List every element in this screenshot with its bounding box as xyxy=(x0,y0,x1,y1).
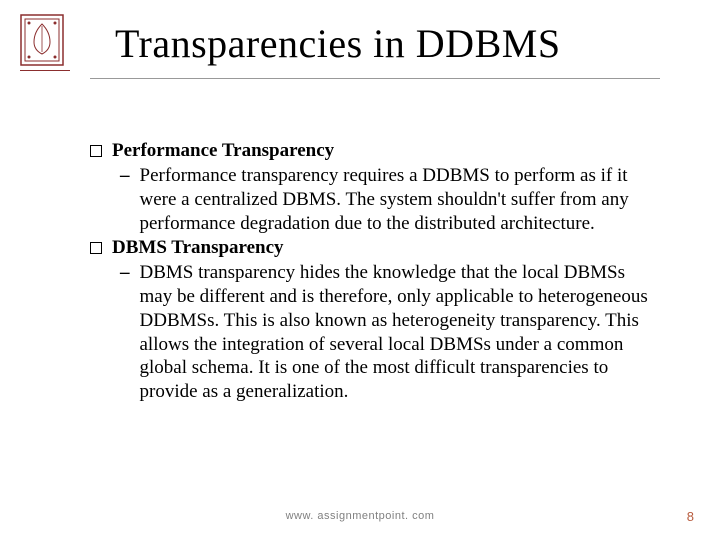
dash-bullet-icon: – xyxy=(120,261,130,285)
sub-bullet-item: – DBMS transparency hides the knowledge … xyxy=(90,261,655,404)
sub-bullet-item: – Performance transparency requires a DD… xyxy=(90,164,655,235)
footer-link: www. assignmentpoint. com xyxy=(0,510,720,522)
slide-title: Transparencies in DDBMS xyxy=(115,20,561,67)
square-bullet-icon xyxy=(90,145,102,157)
square-bullet-icon xyxy=(90,242,102,254)
sub-bullet-text: Performance transparency requires a DDBM… xyxy=(140,164,656,235)
dash-bullet-icon: – xyxy=(120,164,130,188)
title-underline xyxy=(90,78,660,79)
slide: Transparencies in DDBMS Performance Tran… xyxy=(0,0,720,540)
content-area: Performance Transparency – Performance t… xyxy=(90,140,655,406)
sub-bullet-text: DBMS transparency hides the knowledge th… xyxy=(140,261,656,404)
page-number: 8 xyxy=(687,509,694,524)
bullet-item: DBMS Transparency xyxy=(90,237,655,259)
bullet-item: Performance Transparency xyxy=(90,140,655,162)
bullet-label: Performance Transparency xyxy=(112,140,334,162)
logo-underline xyxy=(20,70,70,71)
bullet-label: DBMS Transparency xyxy=(112,237,284,259)
institution-logo-icon xyxy=(20,14,64,66)
